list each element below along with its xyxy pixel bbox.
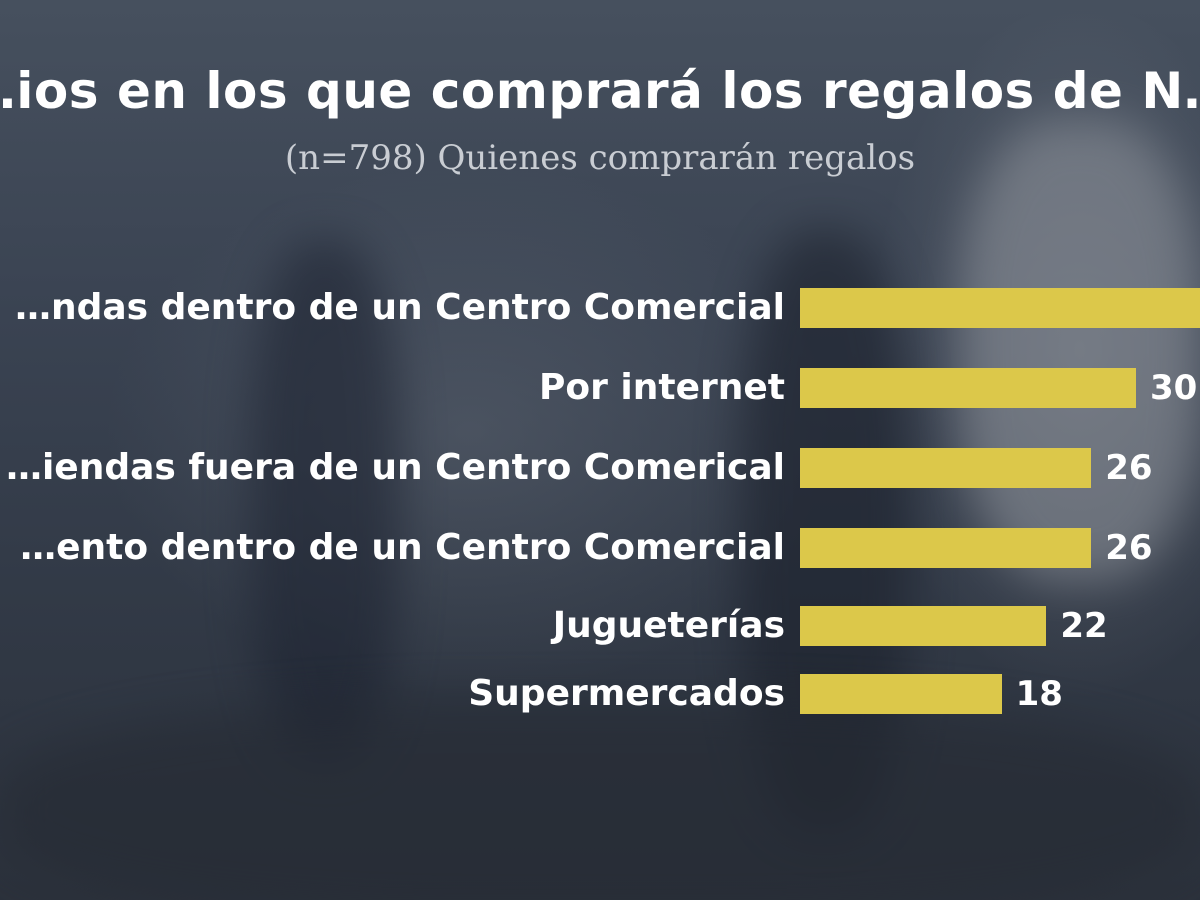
background-blur-floor bbox=[0, 700, 1200, 900]
value-label: 26 bbox=[1105, 528, 1153, 568]
category-label: Por internet bbox=[538, 367, 785, 408]
chart-subtitle: (n=798) Quienes comprarán regalos bbox=[284, 138, 916, 178]
bar bbox=[800, 448, 1092, 488]
category-label: …iendas fuera de un Centro Comerical bbox=[5, 447, 785, 488]
bar bbox=[800, 368, 1136, 408]
background-blur-light bbox=[960, 120, 1200, 580]
bar bbox=[800, 674, 1002, 714]
bar bbox=[800, 288, 1200, 328]
value-label: 30 bbox=[1150, 368, 1198, 408]
category-label: Jugueterías bbox=[552, 605, 785, 646]
chart-title: …ios en los que comprará los regalos de … bbox=[0, 62, 1200, 120]
category-label: …ndas dentro de un Centro Comercial bbox=[14, 287, 785, 328]
value-label: 22 bbox=[1060, 606, 1108, 646]
bar bbox=[800, 528, 1092, 568]
value-label: 26 bbox=[1105, 448, 1153, 488]
value-label: 18 bbox=[1015, 674, 1063, 714]
background-blur-figure bbox=[250, 240, 400, 760]
bar bbox=[800, 606, 1047, 646]
category-label: Supermercados bbox=[468, 673, 785, 714]
category-label: …ento dentro de un Centro Comercial bbox=[20, 527, 785, 568]
